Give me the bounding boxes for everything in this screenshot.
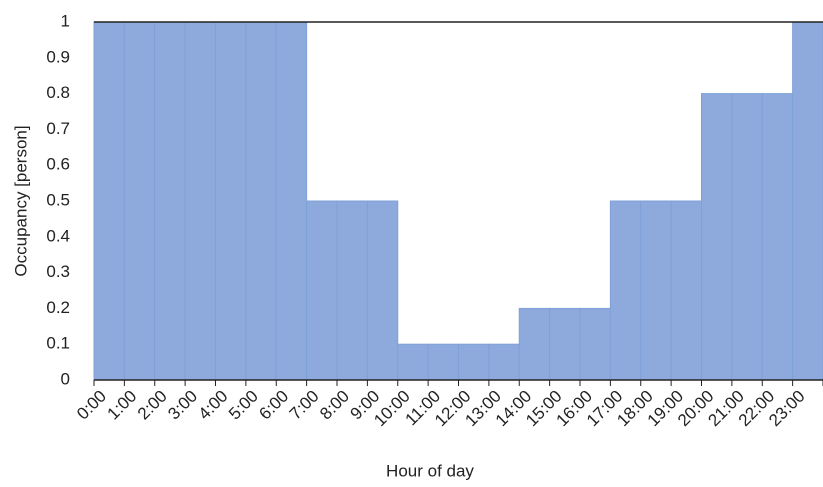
bar xyxy=(761,93,794,381)
bar xyxy=(458,343,490,381)
bar xyxy=(518,307,551,381)
x-tick-label: 5:00 xyxy=(225,387,262,424)
bar xyxy=(640,200,672,381)
bar xyxy=(154,21,186,381)
bar xyxy=(701,93,733,381)
bar xyxy=(366,200,399,381)
bar xyxy=(275,21,308,381)
bar xyxy=(549,307,581,381)
x-tick-label: 23:00 xyxy=(765,387,809,431)
bar xyxy=(93,21,125,381)
bar xyxy=(670,200,702,381)
x-tick-label: 4:00 xyxy=(195,387,232,424)
x-tick-label: 10:00 xyxy=(370,387,414,431)
y-tick-label: 0.6 xyxy=(46,155,70,174)
x-tick-label: 6:00 xyxy=(255,387,292,424)
y-tick-label: 0.2 xyxy=(46,298,70,317)
bar xyxy=(245,21,277,381)
y-tick-label: 1 xyxy=(61,11,70,30)
x-tick-label: 1:00 xyxy=(104,387,141,424)
y-tick-label: 0.5 xyxy=(46,190,70,209)
x-tick-label: 3:00 xyxy=(164,387,201,424)
x-tick-label: 2:00 xyxy=(134,387,171,424)
bar xyxy=(123,21,156,381)
bar xyxy=(336,200,368,381)
x-tick-label: 7:00 xyxy=(286,387,323,424)
y-tick-label: 0 xyxy=(61,369,70,388)
bar xyxy=(579,307,611,381)
y-tick-label: 0.3 xyxy=(46,262,70,281)
bar xyxy=(488,343,520,381)
y-tick-label: 0.4 xyxy=(46,226,70,245)
bar xyxy=(397,343,429,381)
y-tick-label: 0.1 xyxy=(46,334,70,353)
x-axis-label: Hour of day xyxy=(386,461,474,480)
y-tick-label: 0.7 xyxy=(46,119,70,138)
y-tick-label: 0.8 xyxy=(46,83,70,102)
bar xyxy=(609,200,642,381)
bar xyxy=(731,93,763,381)
y-tick-label: 0.9 xyxy=(46,47,70,66)
bar xyxy=(792,21,823,381)
bar xyxy=(215,21,247,381)
x-tick-label: 0:00 xyxy=(73,387,110,424)
x-tick-label: 8:00 xyxy=(316,387,353,424)
bar xyxy=(427,343,459,381)
bar xyxy=(184,21,216,381)
bar xyxy=(306,200,338,381)
y-axis-label: Occupancy [person] xyxy=(11,125,30,276)
